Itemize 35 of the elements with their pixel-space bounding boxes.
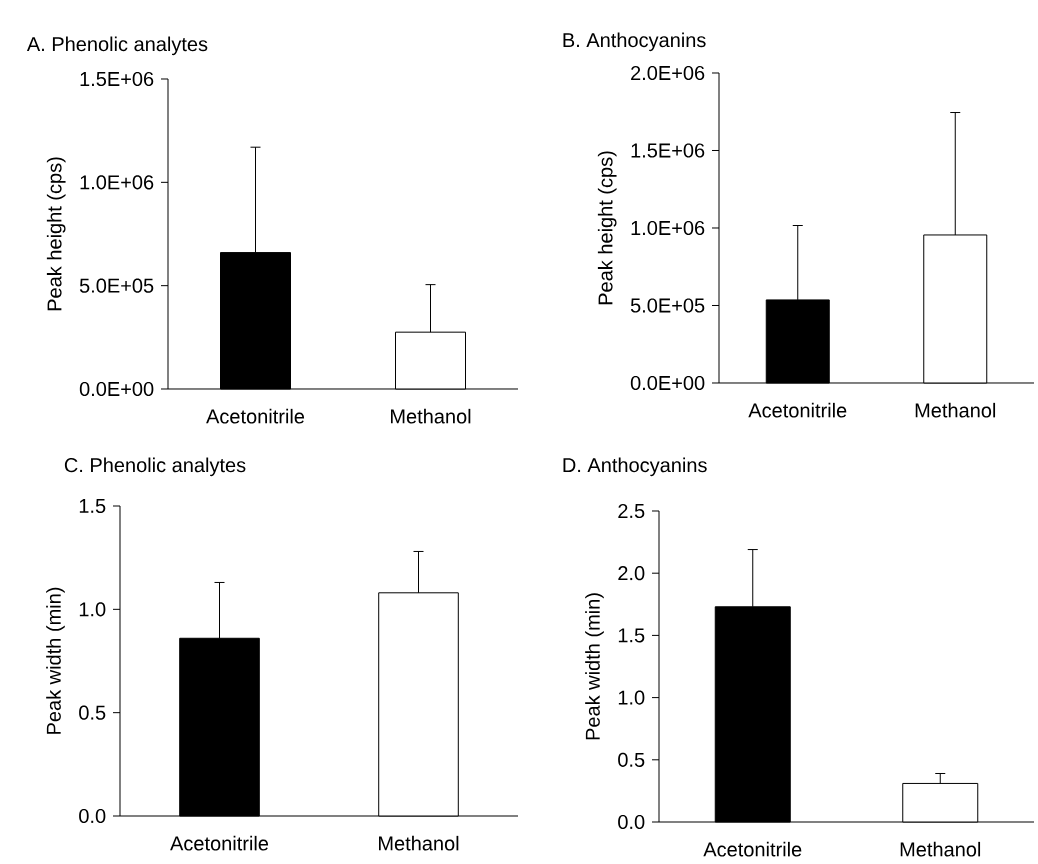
x-tick-label: Acetonitrile bbox=[703, 841, 802, 857]
y-axis-title: Peak width (min) bbox=[585, 593, 604, 740]
x-tick-label: Methanol bbox=[900, 841, 981, 857]
y-tick-label: 2.0E+06 bbox=[631, 65, 705, 81]
y-tick-label: 0.0 bbox=[79, 808, 106, 824]
chart-title: C. Phenolic analytes bbox=[64, 457, 246, 477]
x-tick-label: Acetonitrile bbox=[170, 835, 269, 851]
y-tick-label: 5.0E+05 bbox=[79, 278, 154, 293]
x-tick-label: Acetonitrile bbox=[206, 408, 305, 424]
y-tick-label: 1.5E+06 bbox=[80, 71, 154, 87]
y-tick-label: 5.0E+05 bbox=[630, 298, 705, 313]
chart-title: B. Anthocyanins bbox=[563, 32, 706, 52]
y-tick-label: 0.0E+00 bbox=[79, 381, 154, 397]
y-axis-title: Peak height (cps) bbox=[597, 151, 617, 305]
y-tick-label: 2.0 bbox=[618, 566, 645, 581]
chart-title: D. Anthocyanins bbox=[563, 457, 707, 477]
y-tick-label: 0.5 bbox=[79, 705, 106, 720]
x-tick-label: Methanol bbox=[379, 835, 459, 851]
y-axis-title: Peak width (min) bbox=[46, 587, 65, 734]
x-tick-label: Acetonitrile bbox=[748, 402, 847, 418]
y-tick-label: 0.5 bbox=[618, 752, 645, 767]
y-axis-title: Peak height (cps) bbox=[46, 157, 66, 311]
x-tick-label: Methanol bbox=[915, 402, 996, 418]
y-tick-label: 1.0 bbox=[79, 602, 106, 617]
y-tick-label: 0.0 bbox=[618, 814, 645, 830]
y-tick-label: 2.5 bbox=[618, 503, 645, 519]
y-tick-label: 1.0E+06 bbox=[631, 220, 705, 236]
y-tick-label: 1.0E+06 bbox=[80, 175, 154, 190]
y-tick-label: 1.0 bbox=[618, 690, 645, 705]
y-tick-label: 1.5 bbox=[79, 499, 106, 513]
chart-title: A. Phenolic analytes bbox=[26, 36, 208, 56]
y-tick-label: 0.0E+00 bbox=[630, 375, 705, 391]
y-tick-label: 1.5 bbox=[618, 628, 645, 643]
y-tick-label: 1.5E+06 bbox=[631, 143, 705, 158]
x-tick-label: Methanol bbox=[391, 408, 471, 424]
